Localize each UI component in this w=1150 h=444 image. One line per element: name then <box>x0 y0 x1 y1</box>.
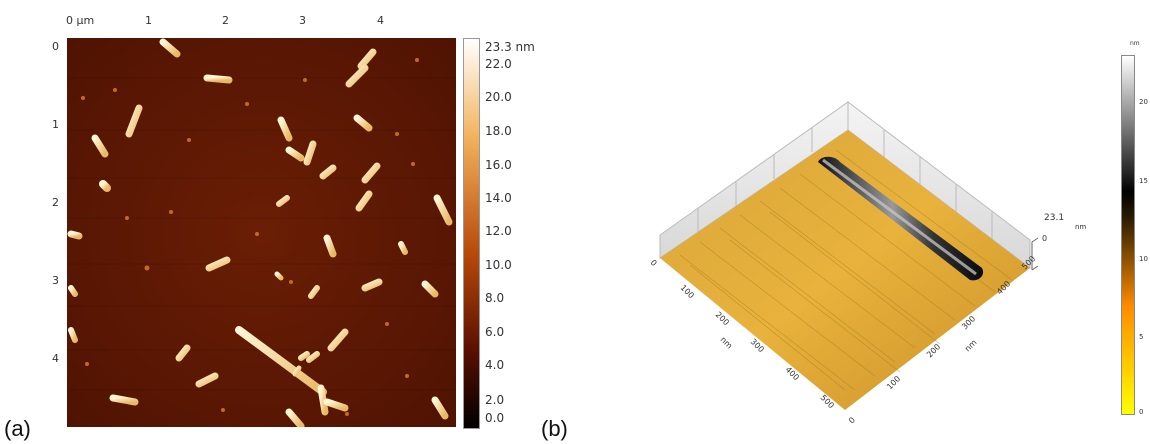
colorbar-tick: 2.0 <box>485 393 505 407</box>
left-axis-tick: 0 <box>649 258 659 268</box>
afm-height-map <box>67 38 456 427</box>
colorbar-tick: 18.0 <box>485 124 512 138</box>
colorbar-tick: 0.0 <box>485 411 505 425</box>
panel-b-label: (b) <box>541 416 568 441</box>
height-unit: nm <box>1075 223 1086 231</box>
wall-gridlines <box>697 128 993 239</box>
colorbar-tick: 14.0 <box>485 191 512 205</box>
y-tick-label: 1 <box>52 118 59 131</box>
x-tick-label: 2 <box>222 14 229 27</box>
nanorod-highlight <box>822 158 977 276</box>
nanorods <box>67 38 453 427</box>
y-tick-label: 4 <box>52 352 59 365</box>
colorbar-b-tick: 15 <box>1139 177 1148 185</box>
scan-lines <box>67 77 456 391</box>
particles <box>81 58 419 416</box>
x-tick-label: 4 <box>377 14 384 27</box>
left-axis-unit: nm <box>719 335 735 351</box>
afm-substrate <box>67 38 456 427</box>
y-tick-label: 3 <box>52 274 59 287</box>
colorbar-b <box>1121 55 1135 415</box>
colorbar-max-label: 23.3 nm <box>485 40 535 54</box>
colorbar-tick: 10.0 <box>485 258 512 272</box>
panel-a-label: (a) <box>4 416 31 441</box>
colorbar-tick: 8.0 <box>485 291 505 305</box>
x-tick-label: 1 <box>145 14 152 27</box>
colorbar-tick: 6.0 <box>485 325 505 339</box>
y-tick-label: 2 <box>52 196 59 209</box>
right-axis-tick: 0 <box>847 415 857 425</box>
right-axis-unit: nm <box>963 338 979 354</box>
colorbar-b-unit: nm <box>1130 40 1140 47</box>
colorbar-b-tick: 20 <box>1139 98 1148 106</box>
height-zero-label: 0 <box>1042 234 1047 243</box>
colorbar-tick: 12.0 <box>485 224 512 238</box>
colorbar-b-tick: 5 <box>1139 333 1144 341</box>
afm-3d-view: 23.1 nm 0 0 100 200 300 400 500 nm 0 100… <box>649 100 1086 425</box>
colorbar-b-tick: 10 <box>1139 255 1148 263</box>
height-max-label: 23.1 <box>1044 213 1064 223</box>
colorbar-tick: 20.0 <box>485 90 512 104</box>
left-axis-tick: 100 <box>679 283 696 300</box>
x-tick-label: 3 <box>299 14 306 27</box>
x-tick-label: 0 µm <box>66 14 95 27</box>
y-tick-label: 0 <box>52 40 59 53</box>
colorbar-tick: 4.0 <box>485 358 505 372</box>
colorbar-tick: 22.0 <box>485 57 512 71</box>
colorbar-b-tick: 0 <box>1139 408 1144 416</box>
colorbar-tick: 16.0 <box>485 158 512 172</box>
colorbar-a <box>463 38 480 429</box>
